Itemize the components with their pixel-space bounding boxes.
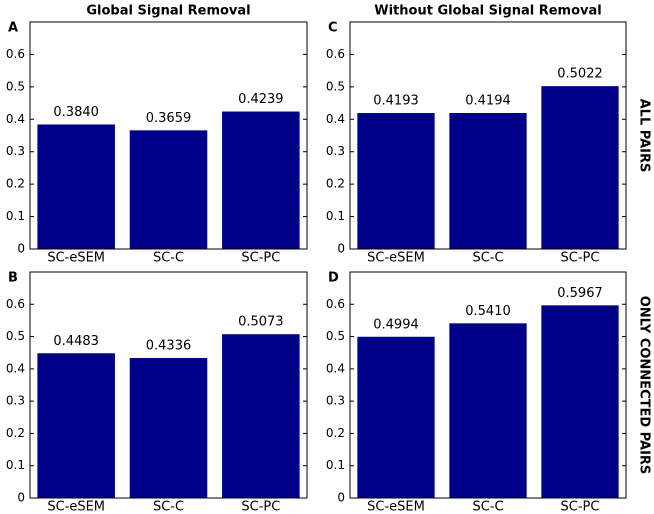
y-tick-label: 0.6	[6, 47, 25, 61]
y-tick-label: 0.5	[326, 79, 345, 93]
x-tick-label: SC-eSEM	[47, 500, 105, 514]
panel-letter: A	[8, 21, 18, 36]
x-tick-label: SC-PC	[241, 500, 280, 514]
y-tick-label: 0.4	[326, 112, 345, 126]
y-tick-label: 0.2	[6, 177, 25, 191]
y-tick-label: 0.1	[6, 209, 25, 223]
x-tick-label: SC-eSEM	[367, 251, 425, 266]
y-tick-label: 0.5	[6, 329, 25, 343]
axes-frame	[29, 21, 308, 250]
y-tick-label: 0.6	[326, 297, 345, 311]
y-tick-label: 0.4	[6, 361, 25, 375]
x-tick-label: SC-C	[472, 500, 503, 514]
y-tick-label: 0.4	[6, 112, 25, 126]
y-tick-label: 0.6	[6, 297, 25, 311]
y-tick-label: 0.1	[326, 209, 345, 223]
y-tick-label: 0	[17, 491, 25, 505]
bar	[357, 336, 435, 498]
bar	[357, 113, 435, 249]
x-tick-label: SC-PC	[241, 251, 280, 266]
row-label: ALL PAIRS	[637, 99, 652, 173]
y-tick-label: 0.1	[6, 458, 25, 472]
y-tick-label: 0.2	[326, 177, 345, 191]
y-tick-label: 0.4	[326, 361, 345, 375]
bar	[37, 124, 115, 249]
bar	[37, 353, 115, 498]
axes-frame	[349, 21, 627, 250]
x-tick-label: SC-eSEM	[367, 500, 425, 514]
value-label: 0.5073	[238, 315, 284, 330]
y-tick-label: 0	[337, 242, 345, 256]
x-tick-label: SC-C	[472, 251, 503, 266]
y-tick-label: 0.5	[326, 329, 345, 343]
bar	[222, 334, 300, 498]
row-label: ONLY CONNECTED PAIRS	[637, 296, 652, 475]
bar	[129, 130, 208, 249]
bar	[129, 358, 208, 498]
x-tick-label: SC-eSEM	[47, 251, 105, 266]
x-tick-label: SC-C	[153, 500, 184, 514]
bar	[449, 323, 527, 498]
value-label: 0.4193	[373, 94, 419, 109]
y-tick-label: 0.5	[6, 79, 25, 93]
value-label: 0.4239	[238, 92, 284, 107]
y-tick-label: 0.6	[326, 47, 345, 61]
bar	[449, 112, 527, 249]
bar	[222, 111, 300, 250]
y-tick-label: 0.3	[326, 394, 345, 408]
y-tick-label: 0.3	[326, 144, 345, 158]
y-tick-label: 0	[17, 242, 25, 256]
value-label: 0.3659	[146, 111, 192, 126]
axes-frame	[349, 271, 627, 499]
value-label: 0.4994	[373, 317, 419, 332]
value-label: 0.4194	[465, 93, 511, 108]
value-label: 0.5967	[557, 286, 603, 301]
y-tick-label: 0.2	[6, 426, 25, 440]
value-label: 0.4336	[146, 339, 192, 354]
x-tick-label: SC-PC	[561, 500, 600, 514]
bar	[541, 86, 619, 250]
panel-letter: D	[328, 271, 339, 286]
x-tick-label: SC-C	[153, 251, 184, 266]
y-tick-label: 0.3	[6, 394, 25, 408]
value-label: 0.5022	[557, 67, 603, 82]
panel-letter: B	[8, 271, 18, 286]
value-label: 0.4483	[53, 334, 99, 349]
y-tick-label: 0.2	[326, 426, 345, 440]
y-tick-label: 0.3	[6, 144, 25, 158]
panel-letter: C	[328, 21, 338, 36]
value-label: 0.5410	[465, 304, 511, 319]
axes-frame	[29, 271, 308, 499]
column-title: Global Signal Removal	[86, 4, 250, 19]
y-tick-label: 0.1	[326, 458, 345, 472]
column-title: Without Global Signal Removal	[374, 4, 601, 19]
value-label: 0.3840	[53, 105, 99, 120]
x-tick-label: SC-PC	[561, 251, 600, 266]
y-tick-label: 0	[337, 491, 345, 505]
bar	[541, 305, 619, 498]
